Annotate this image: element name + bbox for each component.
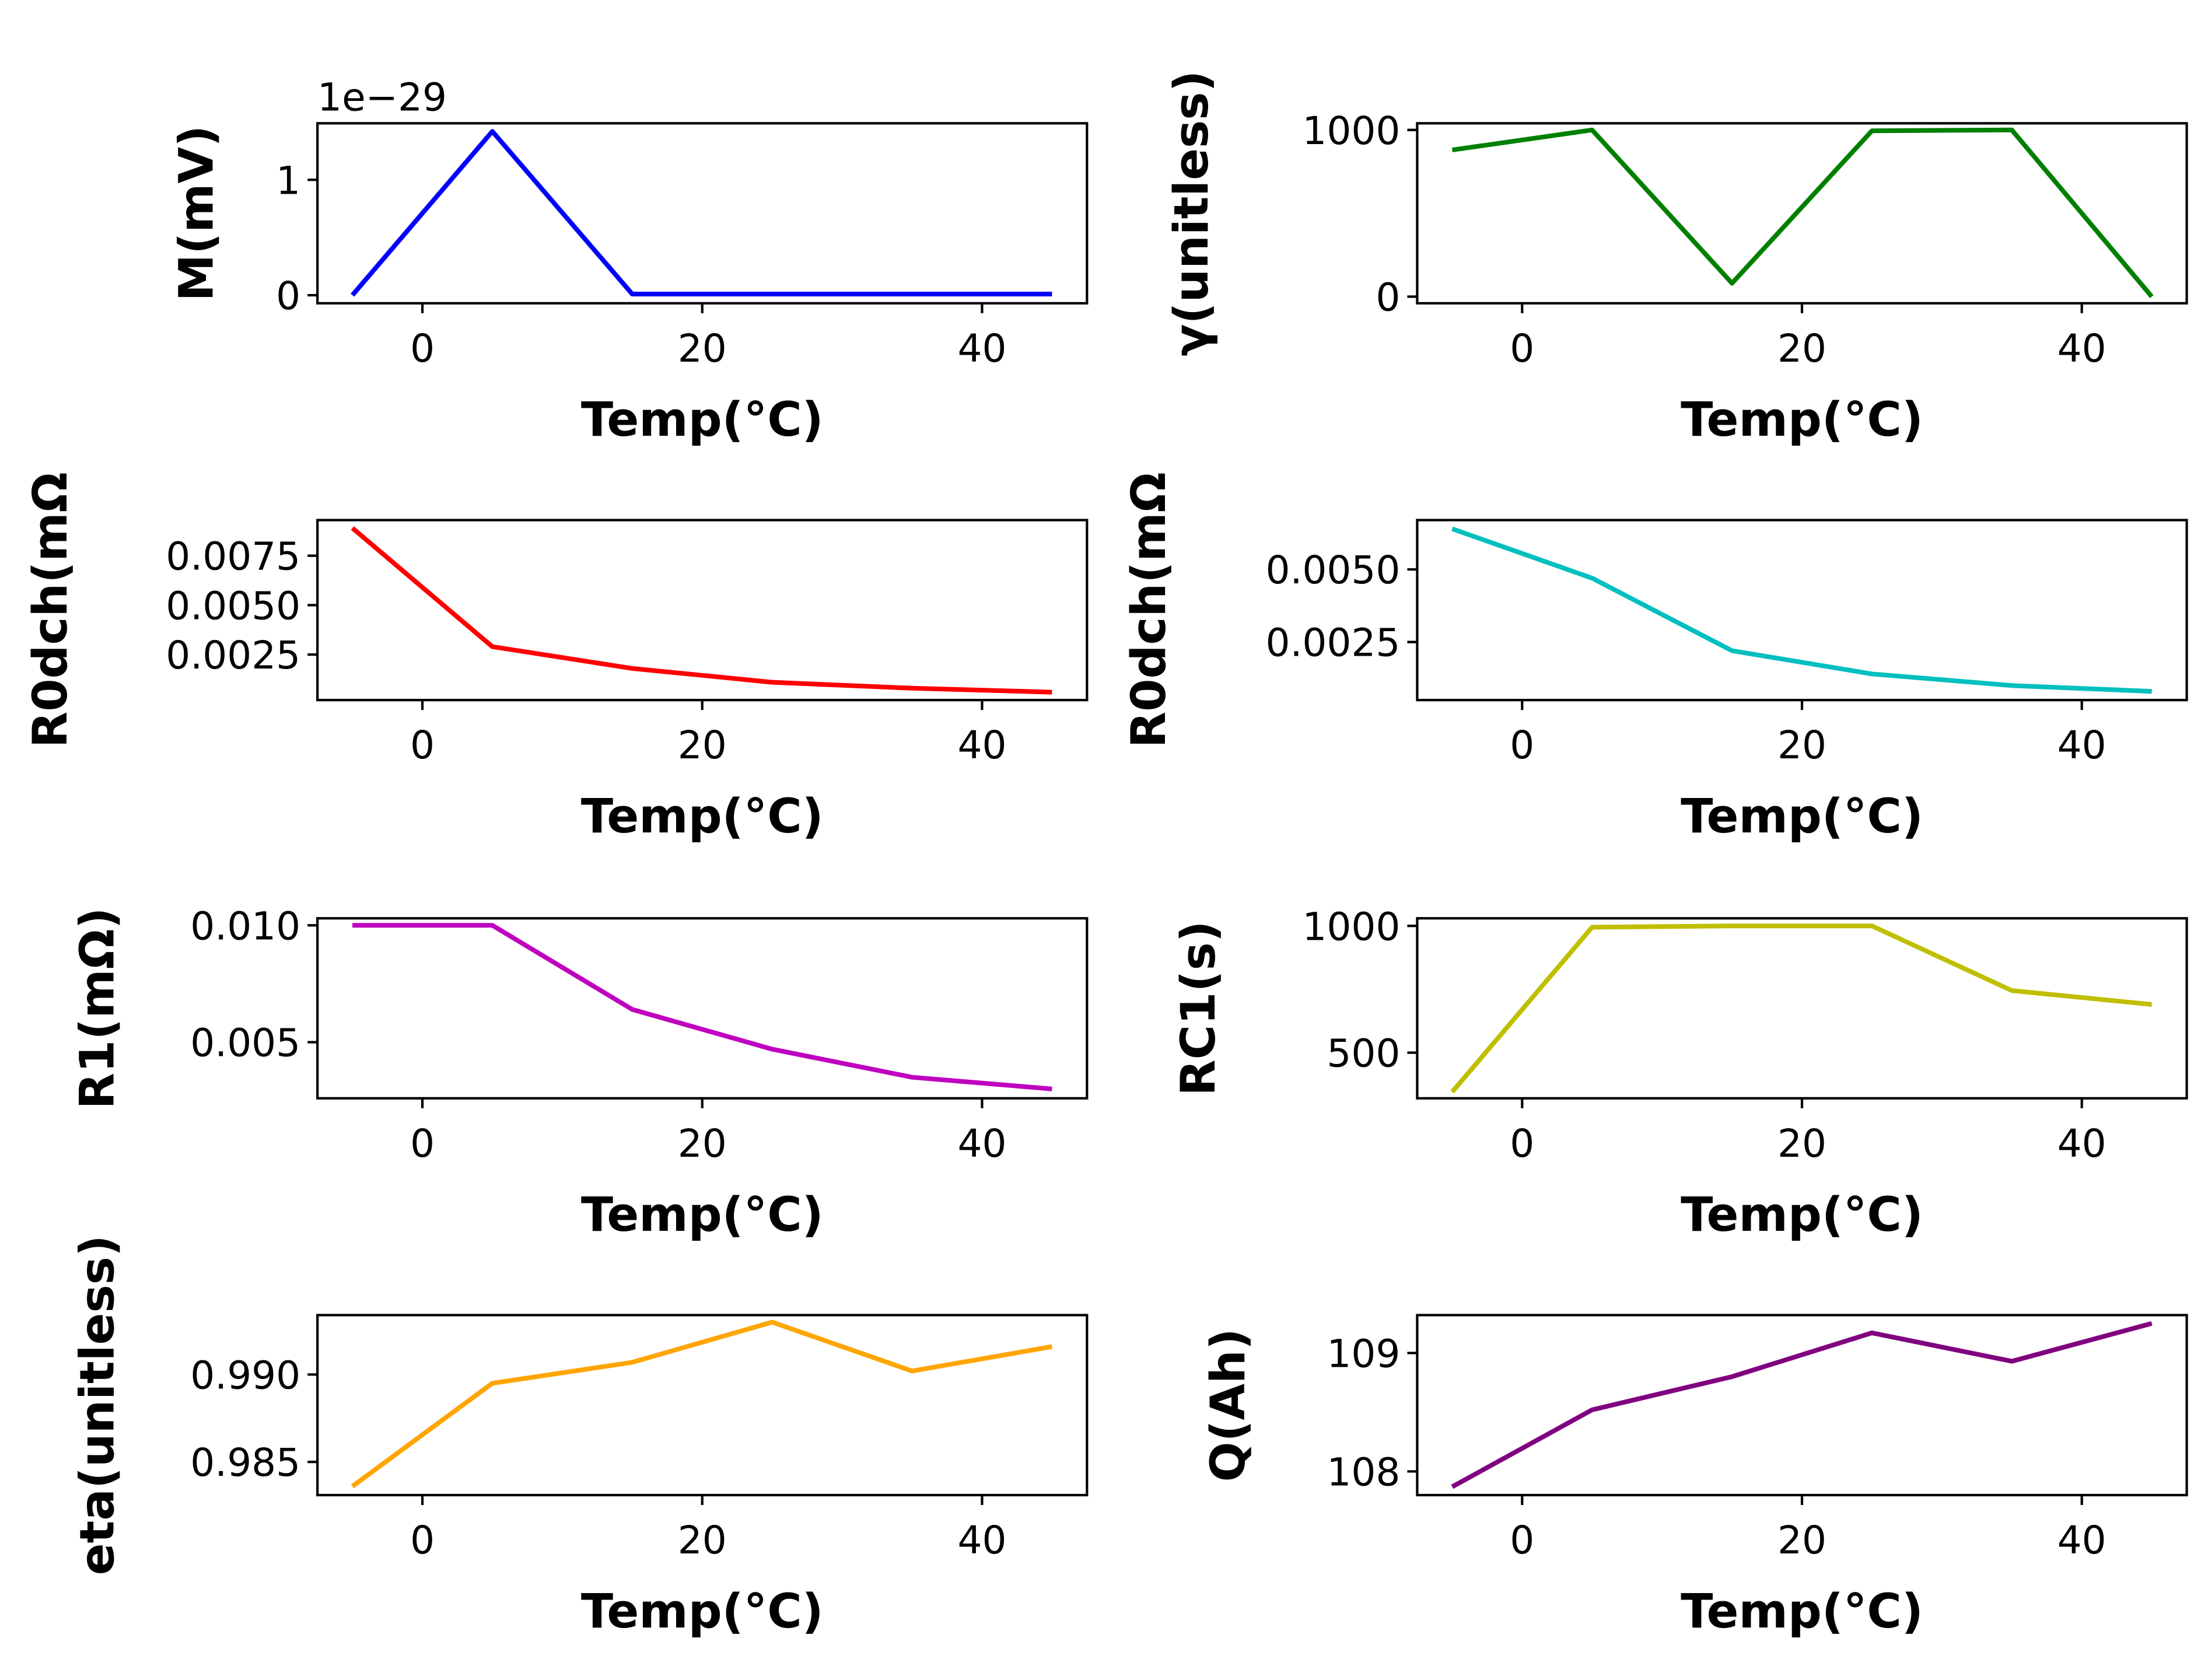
y-tick-label: 0.985	[190, 1440, 300, 1485]
x-tick-label: 0	[1510, 723, 1534, 768]
x-axis-label: Temp(°C)	[1681, 1188, 1923, 1242]
y-tick-label: 0.0025	[1265, 621, 1400, 666]
y-tick-label: 1	[276, 158, 300, 203]
y-axis-label: M(mV)	[169, 125, 224, 302]
y-axis-label: R0dch(mΩ	[1122, 473, 1177, 748]
x-tick-label: 0	[1510, 326, 1534, 371]
subplot-2: 0 20 40 0 1000 Temp(°C) γ(unitless)	[1164, 71, 2188, 447]
subplot-1: 0 20 40 0 1 Temp(°C) M(mV) 1e−29	[169, 75, 1089, 447]
y-axis-label: R0dch(mΩ	[23, 473, 78, 748]
y-tick-label: 1000	[1302, 904, 1400, 949]
x-tick-label: 40	[957, 723, 1006, 768]
x-tick-label: 0	[410, 723, 435, 768]
series-line	[1451, 1321, 2153, 1489]
y-offset-text: 1e−29	[317, 75, 447, 120]
subplot-5: 0 20 40 0.005 0.010 Temp(°C) R1(mΩ)	[70, 904, 1089, 1242]
x-tick-label: 20	[678, 723, 727, 768]
y-tick-label: 0.0025	[166, 633, 300, 678]
axes-frame	[1416, 519, 2188, 702]
x-axis-label: Temp(°C)	[1681, 393, 1923, 447]
subplot-6: 0 20 40 500 1000 Temp(°C) RC1(s)	[1171, 904, 2188, 1242]
x-tick-label: 40	[957, 1121, 1006, 1166]
series-line	[351, 1320, 1053, 1489]
x-tick-label: 0	[1510, 1518, 1534, 1563]
series-line	[351, 526, 1052, 695]
x-tick-label: 20	[678, 326, 727, 371]
axes-frame	[316, 122, 1089, 304]
series-line	[1450, 923, 2152, 1094]
x-tick-label: 20	[678, 1518, 727, 1563]
y-tick-label: 109	[1327, 1331, 1400, 1376]
x-tick-label: 20	[1777, 1121, 1826, 1166]
x-tick-label: 0	[410, 1518, 435, 1563]
x-axis-label: Temp(°C)	[1681, 1584, 1923, 1639]
x-axis-label: Temp(°C)	[581, 789, 824, 844]
y-tick-label: 0	[276, 274, 300, 318]
x-tick-label: 40	[957, 326, 1006, 371]
x-tick-label: 40	[2057, 1518, 2106, 1563]
y-tick-label: 0.0050	[1265, 548, 1400, 593]
y-axis-label: Q(Ah)	[1201, 1328, 1256, 1482]
y-axis-label: eta(unitless)	[70, 1235, 125, 1575]
x-tick-label: 20	[1777, 723, 1826, 768]
x-axis-label: Temp(°C)	[581, 1188, 824, 1242]
y-tick-label: 0.005	[190, 1021, 300, 1066]
series-line	[1451, 526, 2152, 694]
x-tick-label: 40	[2057, 723, 2106, 768]
y-tick-label: 0.010	[190, 904, 300, 949]
y-axis-label: R1(mΩ)	[70, 908, 125, 1110]
x-axis-label: Temp(°C)	[581, 393, 824, 447]
axes-frame	[1416, 1314, 2188, 1497]
series-line	[352, 923, 1052, 1091]
series-line	[1451, 127, 2154, 299]
x-tick-label: 40	[957, 1518, 1006, 1563]
axes-frame	[1416, 122, 2188, 304]
y-tick-label: 500	[1327, 1031, 1400, 1076]
x-tick-label: 20	[1777, 326, 1826, 371]
subplot-7: 0 20 40 0.985 0.990 Temp(°C) eta(unitless)	[70, 1235, 1089, 1639]
y-tick-label: 108	[1327, 1450, 1400, 1494]
x-tick-label: 0	[1510, 1121, 1534, 1166]
subplot-4: 0 20 40 0.0025 0.0050 Temp(°C) R0dch(mΩ	[1122, 473, 2188, 844]
subplot-8: 0 20 40 108 109 Temp(°C) Q(Ah)	[1201, 1314, 2188, 1639]
y-tick-label: 0.0050	[166, 583, 300, 628]
x-tick-label: 20	[678, 1121, 727, 1166]
x-axis-label: Temp(°C)	[581, 1584, 824, 1639]
y-tick-label: 1000	[1302, 108, 1400, 153]
y-tick-label: 0.990	[190, 1353, 300, 1398]
y-axis-label: γ(unitless)	[1164, 71, 1219, 356]
x-axis-label: Temp(°C)	[1681, 789, 1923, 844]
axes-frame	[316, 917, 1089, 1100]
x-tick-label: 0	[410, 326, 435, 371]
x-tick-label: 40	[2057, 326, 2106, 371]
x-tick-label: 40	[2057, 1121, 2106, 1166]
x-tick-label: 20	[1777, 1518, 1826, 1563]
y-tick-label: 0.0075	[166, 534, 300, 579]
series-line	[351, 129, 1052, 297]
y-axis-label: RC1(s)	[1171, 921, 1226, 1096]
x-tick-label: 0	[410, 1121, 435, 1166]
y-tick-label: 0	[1376, 275, 1400, 320]
axes-frame	[1416, 917, 2188, 1100]
